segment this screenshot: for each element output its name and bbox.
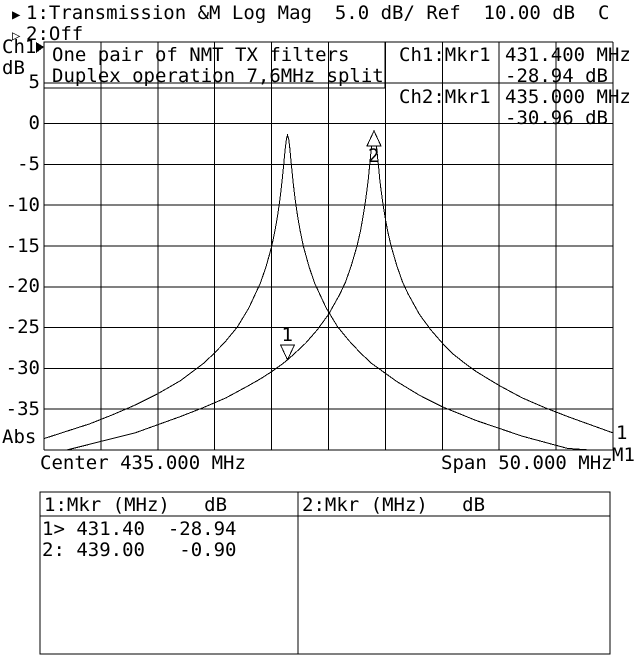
y-axis-tick-label: -15 [5, 235, 40, 257]
marker-table-right-header: 2:Mkr (MHz) dB [302, 494, 486, 516]
trace2-indicator-icon: ▷ [12, 28, 21, 44]
y-axis-tick-label: -25 [5, 316, 40, 338]
trace2-definition: 2:Off [26, 23, 84, 45]
marker-1: 1 [279, 324, 296, 361]
readout-ch1-value: -28.94 dB [505, 65, 608, 87]
y-axis-tick-label: -5 [17, 153, 40, 175]
y-axis-tick-label: -30 [5, 357, 40, 379]
marker-table-left-header: 1:Mkr (MHz) dB [44, 494, 228, 516]
trace1-definition: 1:Transmission &M Log Mag 5.0 dB/ Ref 10… [26, 2, 610, 24]
marker-1-triangle-icon [279, 344, 296, 361]
axis-unit-label: dB [2, 57, 25, 79]
readout-ch2-label: Ch2:Mkr1 [399, 86, 491, 108]
trace1-active-indicator-icon: ▶ [12, 7, 21, 23]
y-axis-tick-label: 5 [28, 71, 40, 93]
readout-ch2-value: -30.96 dB [505, 107, 608, 129]
channel-label: Ch1 [2, 36, 37, 58]
traces [43, 129, 614, 451]
memory-trace-edge-label: M1 [612, 444, 635, 466]
marker-table-row: 1> 431.40 -28.94 [42, 518, 237, 540]
marker-table-border [39, 491, 611, 655]
abs-label: Abs [2, 426, 37, 448]
readout-ch1-freq: 431.400 MHz [505, 44, 631, 66]
center-frequency-label: Center 435.000 MHz [40, 452, 246, 474]
marker-1-number: 1 [282, 324, 293, 346]
marker-table-row: 2: 439.00 -0.90 [42, 539, 237, 561]
annotation-box-border [43, 41, 386, 89]
annotation-line1: One pair of NMT TX filters [52, 44, 350, 66]
span-label: Span 50.000 MHz [441, 452, 613, 474]
readout-ch2-freq: 435.000 MHz [505, 86, 631, 108]
ref-level-pointer-icon [36, 42, 44, 53]
y-axis-tick-label: -35 [5, 398, 40, 420]
marker-2: 2 [366, 129, 382, 167]
marker-2-number: 2 [368, 145, 379, 167]
marker-2-triangle-icon [366, 129, 382, 147]
y-axis-tick-label: -20 [5, 275, 40, 297]
annotation-line2: Duplex operation 7,6MHz split [52, 65, 384, 87]
readout-ch1-label: Ch1:Mkr1 [399, 44, 491, 66]
y-axis-tick-label: 0 [28, 112, 40, 134]
trace-1 [44, 129, 614, 451]
y-axis-tick-label: -10 [5, 194, 40, 216]
trace-M1 [43, 133, 613, 451]
trace1-edge-label: 1 [616, 422, 628, 444]
